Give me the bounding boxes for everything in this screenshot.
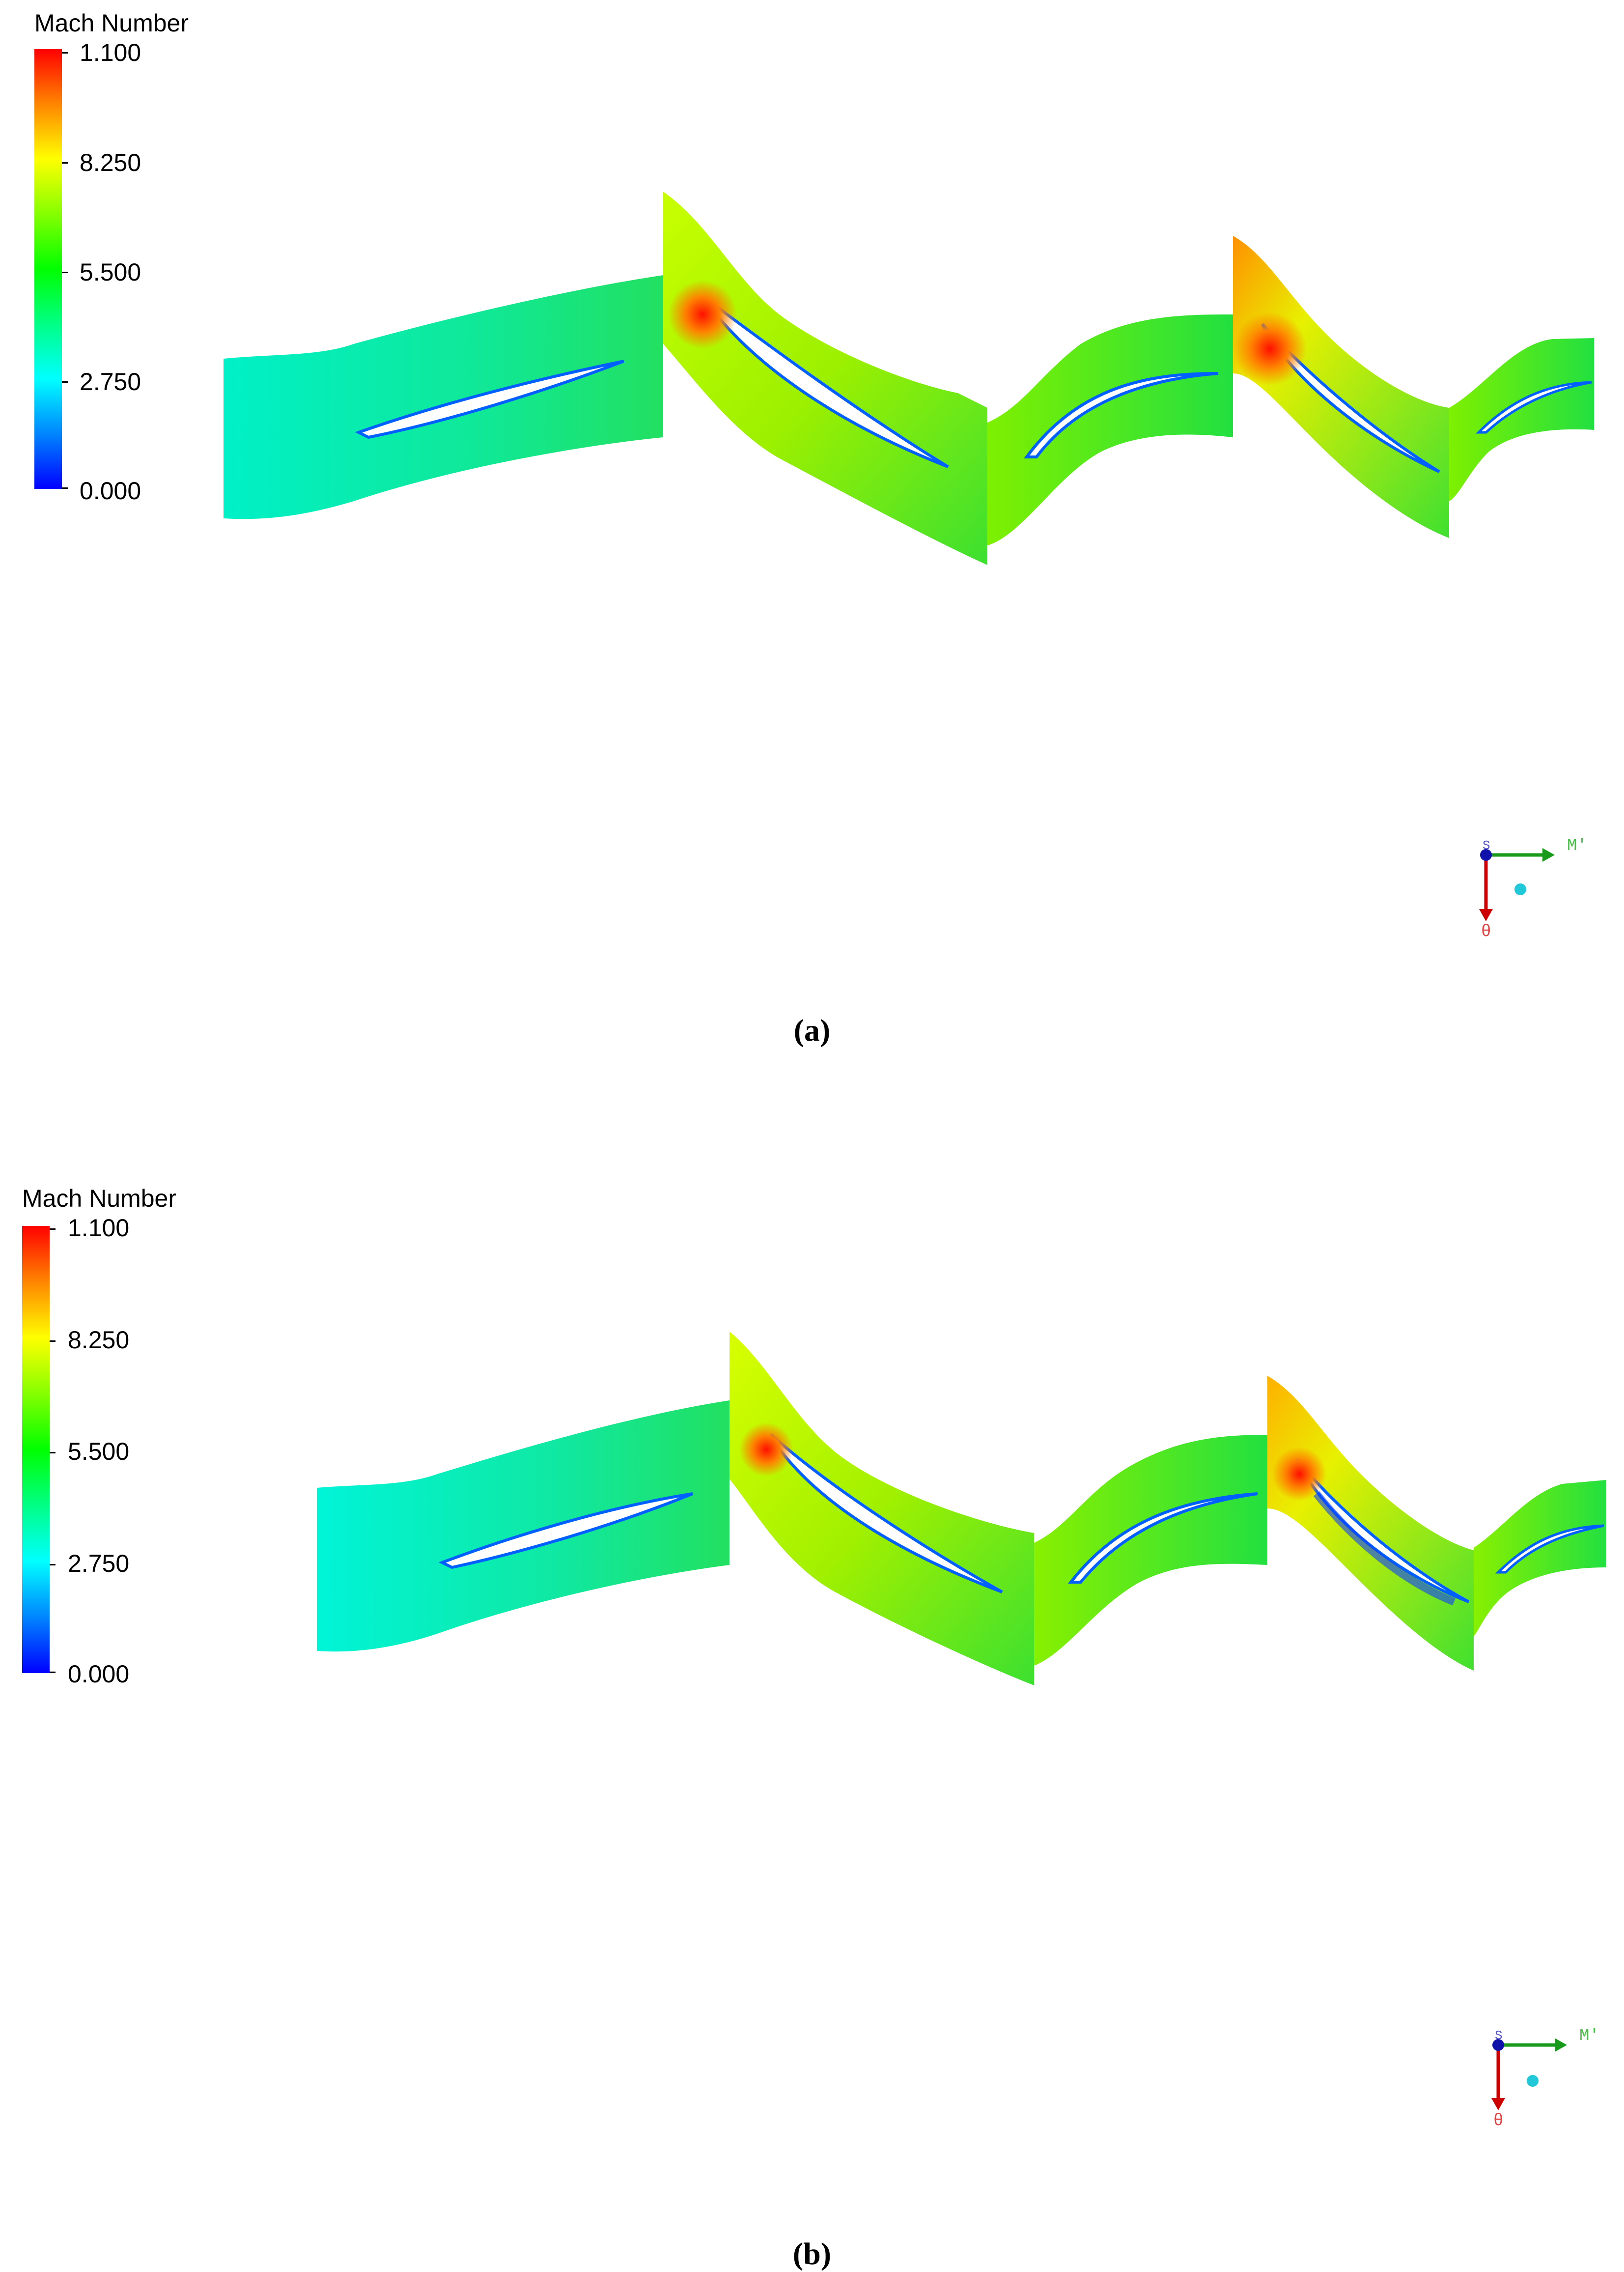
blade-5 xyxy=(1475,381,1592,434)
passage-4 xyxy=(1267,1376,1474,1671)
tick-label: 0.000 xyxy=(80,477,141,505)
axis-label-x: M' xyxy=(1579,2027,1599,2045)
passage-3 xyxy=(987,314,1233,545)
caption: (b) xyxy=(792,2236,832,2271)
blade-4 xyxy=(1261,323,1440,473)
blade-3 xyxy=(1067,1492,1258,1584)
blade-1 xyxy=(355,360,625,439)
blade-3 xyxy=(1024,372,1219,458)
blade-1 xyxy=(438,1492,694,1569)
blade-2 xyxy=(706,298,949,468)
panel-b: Mach Number 1.100 8.250 5.500 2.750 0.00… xyxy=(0,1179,1624,2271)
blade-5 xyxy=(1495,1524,1604,1574)
axis-label-y: θ xyxy=(1481,923,1491,941)
legend-title: Mach Number xyxy=(34,9,189,37)
passage-2 xyxy=(663,192,987,565)
tick-label: 2.750 xyxy=(80,368,141,396)
axis-label-origin: S xyxy=(1483,838,1490,853)
flow-field: M' θ S xyxy=(224,192,1594,941)
tick-label: 1.100 xyxy=(68,1214,130,1242)
tick-label: 5.500 xyxy=(80,258,141,286)
flow-field: M' θ S xyxy=(317,1332,1606,2130)
legend-title: Mach Number xyxy=(22,1185,176,1212)
panel-a: Mach Number 1.100 8.250 5.500 2.750 0.00… xyxy=(34,9,1594,1048)
caption: (a) xyxy=(793,1013,831,1048)
passage-5 xyxy=(1449,338,1594,501)
tick-label: 0.000 xyxy=(68,1660,130,1688)
axis-triad: M' θ S xyxy=(1491,2027,1599,2130)
colorbar xyxy=(22,1226,50,1673)
passage-3 xyxy=(1034,1435,1267,1666)
axis-label-y: θ xyxy=(1493,2112,1503,2130)
axis-label-origin: S xyxy=(1495,2028,1503,2043)
tick-label: 8.250 xyxy=(80,149,141,176)
axis-label-x: M' xyxy=(1567,837,1587,855)
blade-2 xyxy=(770,1433,1003,1593)
passage-4 xyxy=(1233,236,1449,538)
axis-triad: M' θ S xyxy=(1479,837,1587,941)
tick-label: 2.750 xyxy=(68,1550,130,1577)
passage-1 xyxy=(317,1400,729,1652)
passage-5 xyxy=(1474,1480,1606,1636)
tick-label: 1.100 xyxy=(80,39,141,66)
passage-2 xyxy=(729,1332,1034,1685)
passage-1 xyxy=(224,275,663,519)
tick-label: 8.250 xyxy=(68,1326,130,1354)
tick-label: 5.500 xyxy=(68,1438,130,1465)
colorbar xyxy=(34,49,62,489)
